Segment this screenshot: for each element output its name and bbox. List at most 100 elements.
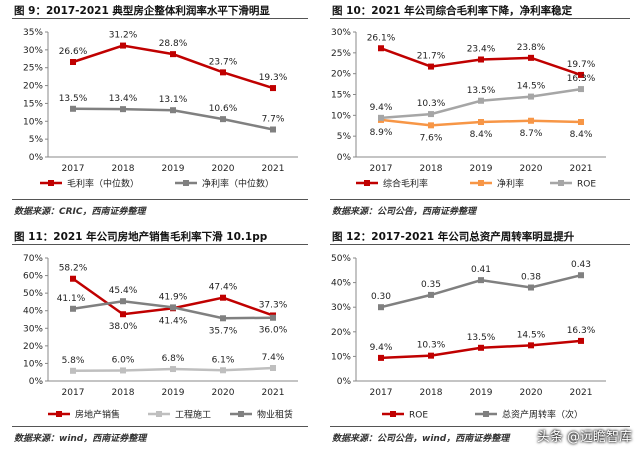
- data-label: 7.4%: [262, 353, 285, 363]
- data-point: [378, 304, 384, 311]
- x-tick-label: 2020: [212, 164, 235, 174]
- chart-title: 图 11：2021 年公司房地产销售毛利率下滑 10.1pp: [14, 231, 268, 243]
- legend-label: 毛利率（中位数）: [67, 178, 139, 190]
- y-tick-label: 35%: [23, 28, 43, 38]
- data-point: [578, 337, 584, 344]
- data-point: [428, 63, 434, 70]
- data-label: 10.3%: [417, 99, 446, 109]
- legend-swatch-marker: [478, 180, 484, 186]
- y-tick-label: 25%: [331, 49, 351, 59]
- data-label: 14.5%: [517, 82, 546, 92]
- data-label: 35.7%: [209, 326, 238, 336]
- source-rule: [330, 426, 630, 427]
- y-tick-label: 30%: [23, 324, 43, 334]
- chart-title: 图 10：2021 年公司综合毛利率下降，净利率稳定: [332, 5, 573, 17]
- data-label: 0.35: [421, 280, 441, 290]
- x-tick-label: 2019: [470, 164, 493, 174]
- y-tick-label: 0%: [29, 153, 44, 163]
- y-tick-label: 5%: [29, 135, 44, 145]
- data-label: 8.4%: [470, 130, 493, 140]
- data-point: [270, 126, 276, 133]
- watermark: 头条 @远瞻智库: [536, 430, 632, 445]
- data-label: 10.6%: [209, 104, 238, 114]
- y-tick-label: 50%: [331, 254, 351, 264]
- legend-swatch-marker: [483, 411, 489, 417]
- legend-swatch-marker: [238, 411, 244, 417]
- chart-panel-4: 图 12：2017-2021 年公司总资产周转率明显提升 0% 10% 20% 30%…: [320, 226, 640, 451]
- data-point: [378, 114, 384, 121]
- x-tick-label: 2018: [420, 388, 443, 398]
- data-point: [170, 107, 176, 114]
- x-tick-label: 2021: [262, 388, 285, 398]
- y-tick-label: 5%: [337, 132, 352, 142]
- x-tick-label: 2020: [212, 388, 235, 398]
- chart-panel-1: 图 9：2017-2021 典型房企整体利润率水平下滑明显 0% 5% 10% 15%…: [0, 0, 320, 225]
- data-label: 41.1%: [57, 294, 86, 304]
- data-label: 41.4%: [159, 316, 188, 326]
- data-label: 19.7%: [567, 60, 596, 70]
- data-label: 14.5%: [517, 330, 546, 340]
- y-tick-label: 30%: [331, 28, 351, 38]
- data-point: [578, 86, 584, 93]
- data-point: [70, 275, 76, 282]
- legend-label: 净利率: [497, 178, 524, 190]
- legend-label: ROE: [409, 411, 428, 421]
- x-tick-label: 2021: [262, 164, 285, 174]
- chart-title: 图 9：2017-2021 典型房企整体利润率水平下滑明显: [14, 5, 270, 17]
- x-tick-label: 2021: [570, 388, 593, 398]
- data-point: [70, 367, 76, 374]
- data-label: 0.30: [371, 292, 391, 302]
- data-point: [220, 367, 226, 374]
- data-point: [478, 344, 484, 351]
- x-tick-label: 2018: [112, 164, 135, 174]
- data-point: [478, 56, 484, 63]
- data-label: 41.9%: [159, 292, 188, 302]
- x-tick-label: 2018: [420, 164, 443, 174]
- data-label: 28.8%: [159, 39, 188, 49]
- legend-swatch-marker: [48, 180, 54, 186]
- y-tick-label: 30%: [23, 46, 43, 56]
- data-point: [170, 304, 176, 311]
- data-point: [528, 54, 534, 61]
- data-point: [120, 298, 126, 305]
- data-label: 36.0%: [259, 326, 288, 336]
- chart-panel-2: 图 10：2021 年公司综合毛利率下降，净利率稳定 0% 5% 10% 15% 20%…: [320, 0, 640, 225]
- data-point: [528, 284, 534, 291]
- data-label: 10.3%: [417, 341, 446, 351]
- data-point: [270, 314, 276, 321]
- y-tick-label: 50%: [23, 289, 43, 299]
- source-rule: [12, 199, 308, 200]
- data-point: [478, 277, 484, 284]
- title-rule: [330, 244, 630, 245]
- data-label: 13.1%: [159, 95, 188, 105]
- y-tick-label: 40%: [331, 279, 351, 289]
- x-tick-label: 2019: [162, 164, 185, 174]
- data-point: [70, 305, 76, 312]
- data-point: [120, 367, 126, 374]
- data-label: 7.7%: [262, 115, 285, 125]
- chart-svg: 0% 10% 20% 30% 40% 50% 60% 70% 2017 2018 2019 2020 2…: [23, 254, 298, 421]
- legend-label: ROE: [577, 180, 596, 190]
- y-tick-label: 40%: [23, 307, 43, 317]
- data-point: [428, 122, 434, 129]
- data-label: 26.1%: [367, 33, 396, 43]
- y-tick-label: 15%: [23, 99, 43, 109]
- chart-svg: 0% 5% 10% 15% 20% 25% 30% 2017 2018 2019 2020 2021 2…: [331, 28, 606, 190]
- data-point: [220, 69, 226, 76]
- legend-label: 物业租赁: [257, 409, 293, 421]
- legend-swatch-marker: [390, 411, 396, 417]
- data-point: [528, 93, 534, 100]
- legend-label: 总资产周转率（次）: [502, 409, 583, 421]
- data-point: [378, 354, 384, 361]
- legend-label: 综合毛利率: [383, 178, 428, 190]
- data-point: [528, 342, 534, 349]
- data-point: [220, 294, 226, 301]
- x-tick-label: 2017: [370, 388, 393, 398]
- data-point: [270, 85, 276, 92]
- y-tick-label: 70%: [23, 254, 43, 264]
- data-label: 37.3%: [259, 300, 288, 310]
- y-tick-label: 10%: [23, 117, 43, 127]
- data-label: 13.5%: [59, 94, 88, 104]
- data-label: 23.7%: [209, 57, 238, 67]
- legend-swatch-marker: [56, 411, 62, 417]
